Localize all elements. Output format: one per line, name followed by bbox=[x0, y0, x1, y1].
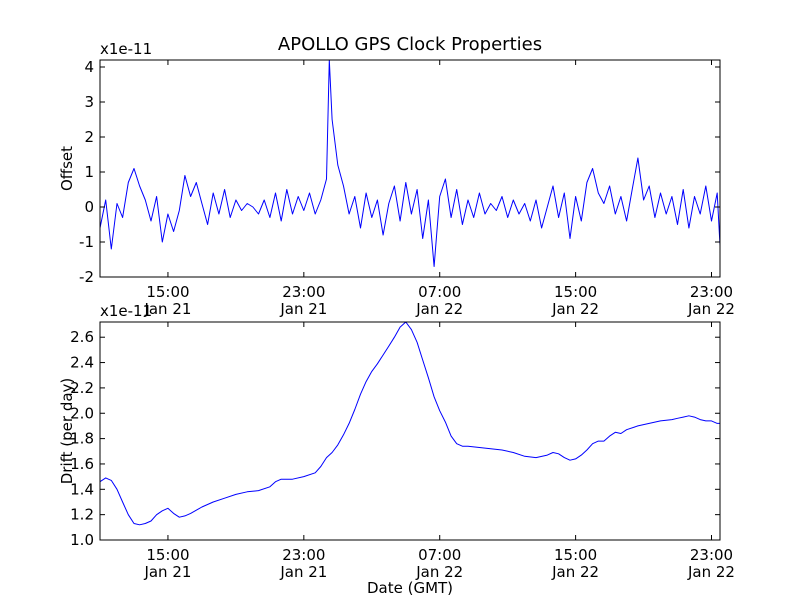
y-tick-label: -1 bbox=[79, 233, 94, 251]
x-tick-label-date: Jan 22 bbox=[551, 563, 599, 581]
y-tick-label: 1.6 bbox=[70, 455, 94, 473]
x-tick-label-time: 23:00 bbox=[282, 546, 325, 564]
x-tick-label-time: 07:00 bbox=[418, 546, 461, 564]
x-tick-label-date: Jan 22 bbox=[551, 300, 599, 318]
x-tick-label-time: 15:00 bbox=[146, 546, 189, 564]
y-tick-label: 1.2 bbox=[70, 506, 94, 524]
y-axis-label: Drift (per day) bbox=[58, 378, 76, 485]
y-offset-multiplier: x1e-11 bbox=[100, 302, 152, 320]
y-axis-label: Offset bbox=[58, 146, 76, 191]
y-tick-label: 4 bbox=[84, 58, 94, 76]
y-offset-multiplier: x1e-11 bbox=[100, 40, 152, 58]
x-axis-label: Date (GMT) bbox=[367, 579, 453, 597]
y-tick-label: 2.0 bbox=[70, 404, 94, 422]
plot-frame bbox=[99, 59, 721, 278]
y-tick-label: 1.8 bbox=[70, 430, 94, 448]
y-tick-label: -2 bbox=[79, 268, 94, 286]
plot-frame bbox=[99, 321, 721, 541]
x-tick-label-time: 23:00 bbox=[690, 283, 733, 301]
y-tick-label: 2.2 bbox=[70, 379, 94, 397]
x-tick-label-date: Jan 22 bbox=[687, 300, 735, 318]
x-tick-label-date: Jan 22 bbox=[415, 300, 463, 318]
figure-title: APOLLO GPS Clock Properties bbox=[278, 34, 542, 55]
series-line-1 bbox=[99, 59, 721, 267]
y-tick-label: 2 bbox=[84, 128, 94, 146]
x-tick-label-date: Jan 21 bbox=[143, 563, 191, 581]
y-tick-label: 3 bbox=[84, 93, 94, 111]
y-tick-label: 0 bbox=[84, 198, 94, 216]
y-tick-label: 2.4 bbox=[70, 354, 94, 372]
y-tick-label: 1.0 bbox=[70, 531, 94, 549]
y-tick-label: 2.6 bbox=[70, 328, 94, 346]
x-tick-label-date: Jan 21 bbox=[279, 563, 327, 581]
x-tick-label-time: 15:00 bbox=[554, 283, 597, 301]
x-tick-label-time: 15:00 bbox=[146, 283, 189, 301]
x-tick-label-time: 23:00 bbox=[282, 283, 325, 301]
x-tick-label-time: 23:00 bbox=[690, 546, 733, 564]
y-tick-label: 1 bbox=[84, 163, 94, 181]
x-tick-label-date: Jan 22 bbox=[687, 563, 735, 581]
x-tick-label-date: Jan 21 bbox=[279, 300, 327, 318]
x-tick-label-time: 15:00 bbox=[554, 546, 597, 564]
x-tick-label-date: Jan 22 bbox=[415, 563, 463, 581]
series-line-1 bbox=[99, 321, 720, 526]
x-tick-label-date: Jan 21 bbox=[143, 300, 191, 318]
y-tick-label: 1.4 bbox=[70, 480, 94, 498]
x-tick-label-time: 07:00 bbox=[418, 283, 461, 301]
